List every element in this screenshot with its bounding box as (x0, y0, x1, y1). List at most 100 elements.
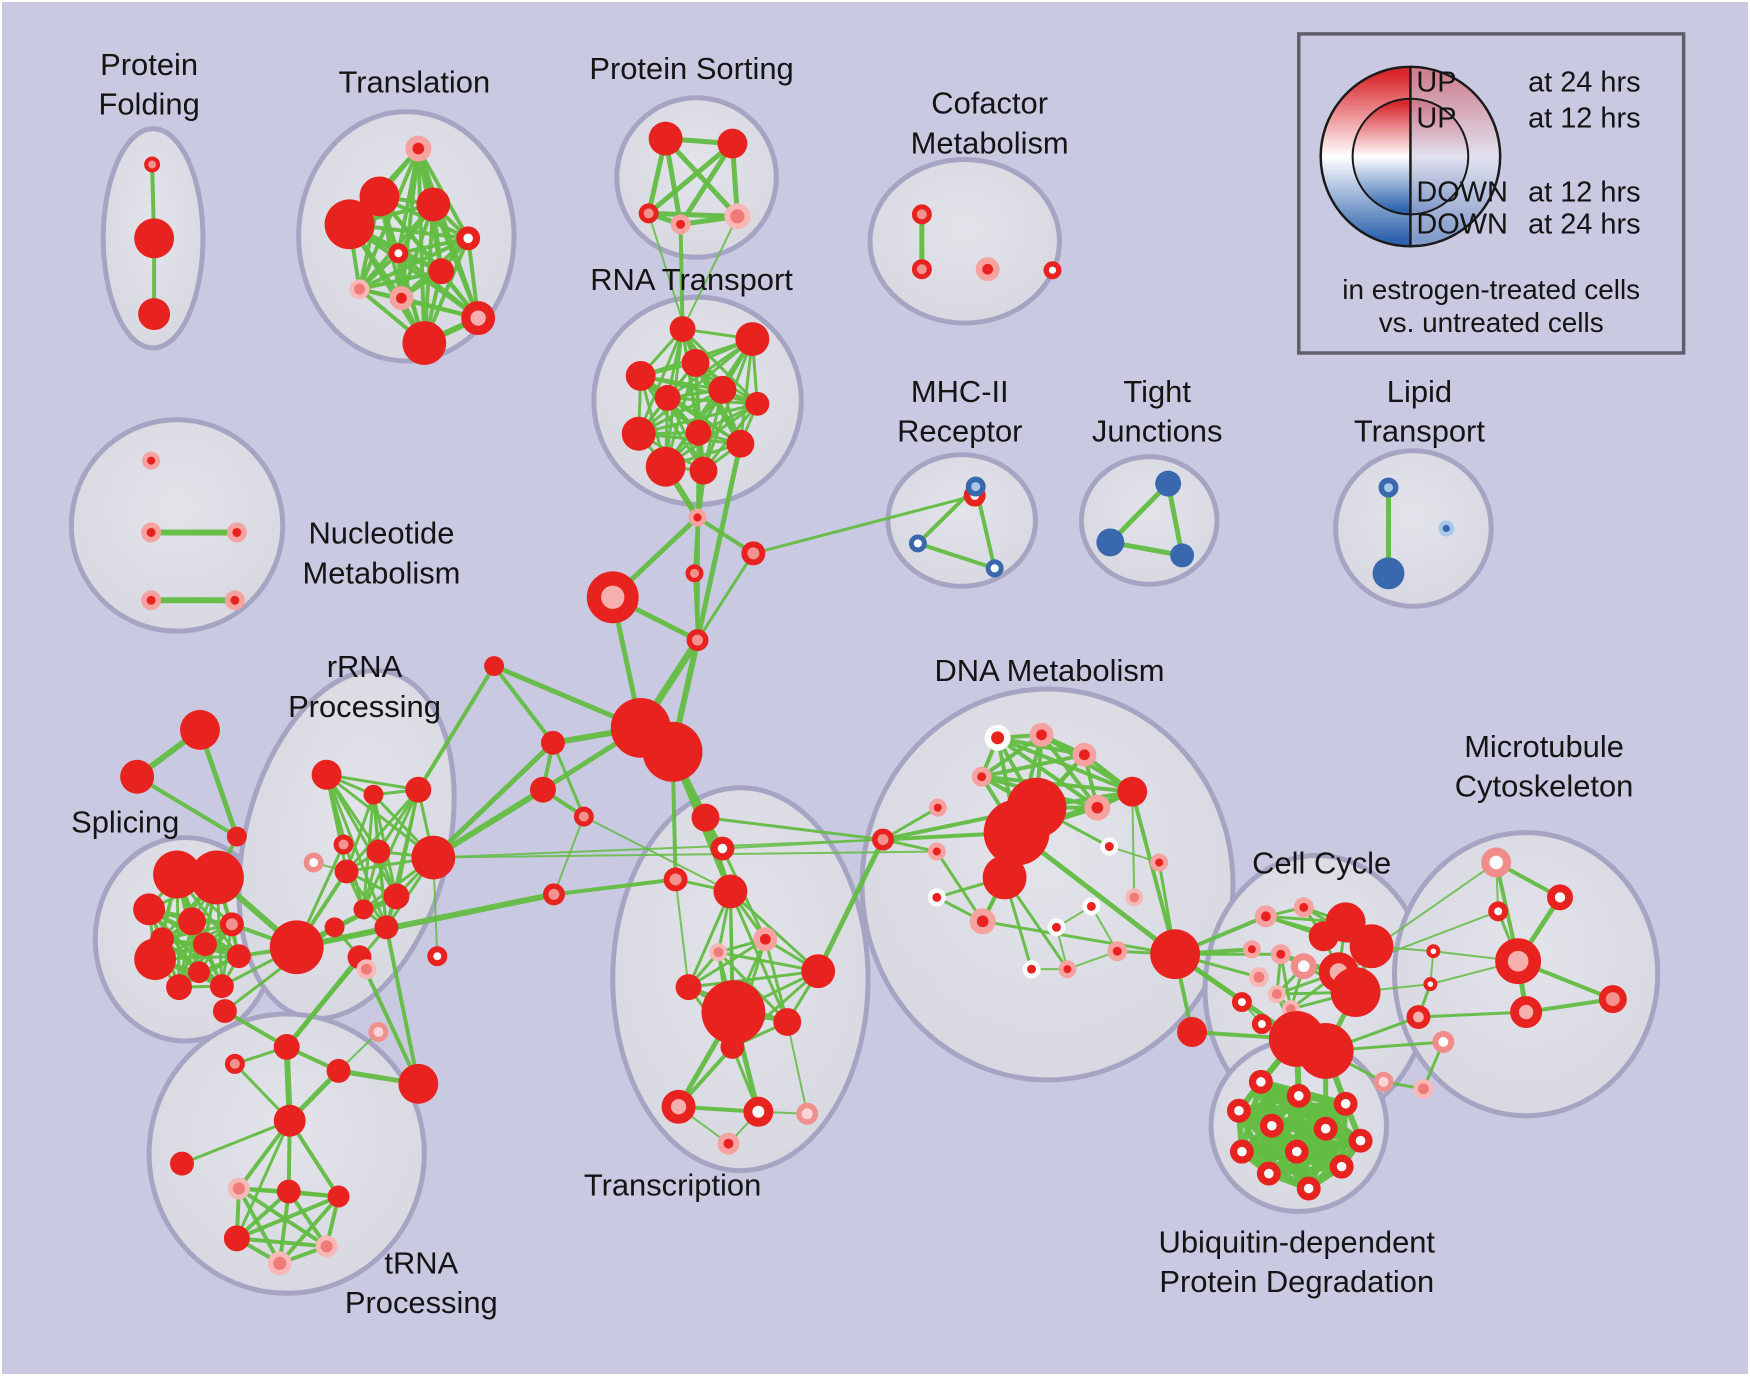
edge-tx8-tx12 (786, 1021, 809, 1115)
edge-dm3-dm4 (979, 752, 1087, 779)
cluster-label-microtubule-cytoskeleton-line1: Microtubule (1464, 729, 1624, 764)
node-cc14 (1251, 1014, 1272, 1034)
node-tx10 (661, 1089, 696, 1124)
edge-ch4-ch5 (693, 571, 700, 642)
cluster-label-nucleotide-metabolism-line1: Nucleotide (308, 515, 454, 550)
cluster-label-ubiquitin-dependent-protein-degradation-line2: Protein Degradation (1159, 1264, 1434, 1299)
edge-lb2-lb4 (551, 741, 586, 819)
legend-row-3-direction: DOWN (1416, 176, 1508, 208)
node-cc19 (1177, 1017, 1208, 1047)
edge-rr1-rr8 (325, 773, 435, 860)
node-rr11 (374, 915, 399, 940)
edge-rt2-rt6 (666, 337, 754, 400)
node-pf3 (138, 298, 171, 331)
legend-row-2-time: at 12 hrs (1528, 103, 1640, 135)
edge-tn7-tn8 (180, 1119, 292, 1166)
edge-tn10-tn14 (277, 1189, 291, 1266)
cluster-label-tight-junctions-line1: Tight (1123, 374, 1191, 409)
edge-lb1-lb2 (492, 664, 555, 745)
node-ub3 (1333, 1091, 1358, 1116)
cluster-ellipse-trna-processing (146, 1011, 427, 1296)
edge-dm9-cc_hub (1014, 830, 1178, 957)
node-tn3 (224, 1053, 245, 1074)
node-rt5 (708, 375, 737, 404)
node-mt10 (1432, 1031, 1455, 1053)
node-tn8 (170, 1151, 194, 1176)
edge-tx3-tx6 (687, 937, 767, 989)
node-rr5 (303, 852, 324, 873)
node-lb5 (542, 883, 565, 906)
edge-rt6-rt10 (666, 396, 742, 446)
edge-tx5-dm_conn (815, 837, 886, 974)
node-sp2 (189, 850, 244, 905)
node-dm14 (1125, 888, 1144, 907)
edge-rt2-rt10 (738, 337, 754, 446)
node-tn4 (368, 1022, 389, 1042)
cluster-label-transcription-line1: Transcription (584, 1168, 761, 1203)
node-tn5 (326, 1058, 351, 1083)
legend-row-1-direction: UP (1416, 67, 1456, 99)
node-mt11 (1413, 1078, 1434, 1099)
node-lt2 (1372, 557, 1405, 590)
node-dm10 (927, 842, 946, 861)
node-t8 (349, 279, 370, 300)
node-dm11 (1100, 837, 1119, 856)
node-ch5 (686, 629, 709, 652)
edge-st2-st3 (135, 774, 239, 839)
node-sp4 (178, 907, 206, 936)
cluster-label-microtubule-cytoskeleton-line2: Cytoskeleton (1455, 769, 1634, 804)
cluster-label-protein-sorting-line1: Protein Sorting (589, 51, 793, 86)
node-sp3 (133, 893, 166, 926)
node-dm20 (1022, 960, 1041, 979)
node-ch4 (685, 564, 704, 583)
node-cf2 (911, 259, 932, 280)
edge-tn9-tn14 (236, 1186, 282, 1266)
node-tx9 (720, 1034, 745, 1059)
node-nm5 (224, 590, 245, 611)
node-st1 (180, 709, 220, 750)
node-mt7 (1510, 996, 1543, 1029)
edge-tn7-tn12 (235, 1119, 292, 1240)
cluster-label-rna-transport-line1: RNA Transport (590, 262, 793, 297)
edge-dm6-cc_hub (1130, 789, 1178, 957)
edge-rr8-dm10 (432, 850, 938, 859)
node-tj3 (1170, 543, 1195, 568)
node-tx13 (717, 1132, 740, 1155)
edge-tx1-tx6 (674, 878, 690, 989)
cluster-label-rrna-processing-line1: rRNA (327, 649, 403, 684)
node-cc4 (1308, 921, 1339, 952)
node-dm6 (1117, 776, 1148, 807)
legend-disc-inner-fade (1410, 98, 1469, 215)
edge-rr1-rr11 (325, 773, 388, 929)
edge-tx2-tx6 (687, 889, 732, 989)
node-dm1 (984, 724, 1011, 751)
legend-box (1297, 32, 1686, 355)
node-ps3 (638, 203, 659, 224)
node-mt2 (1547, 884, 1573, 911)
node-tx4 (709, 943, 728, 962)
node-ub8 (1229, 1139, 1254, 1164)
edge-rt6-rt7 (666, 396, 759, 406)
node-rt9 (685, 419, 712, 446)
legend-row-1-time: at 24 hrs (1528, 67, 1640, 99)
node-hub2 (642, 721, 703, 782)
node-dm_conn (872, 828, 894, 851)
node-tn1 (212, 999, 237, 1024)
node-t1 (405, 135, 432, 162)
node-t3 (416, 187, 451, 222)
node-dm16 (969, 908, 996, 935)
node-sp1 (153, 850, 201, 899)
node-dm2 (1029, 722, 1054, 747)
cluster-label-cell-cycle-line1: Cell Cycle (1252, 845, 1391, 880)
node-bx2 (710, 836, 735, 861)
cluster-label-dna-metabolism-line1: DNA Metabolism (934, 653, 1164, 688)
edge-cc_hub-dm16 (981, 919, 1177, 956)
node-mt5 (1495, 938, 1542, 985)
node-cc5 (1349, 924, 1394, 969)
cluster-ellipse-protein-sorting (614, 95, 779, 260)
edge-rt10-ch5 (695, 441, 743, 643)
node-mh3 (985, 559, 1004, 578)
edge-ps4-rt1 (678, 222, 685, 332)
cluster-label-ubiquitin-dependent-protein-degradation-line1: Ubiquitin-dependent (1159, 1224, 1436, 1259)
